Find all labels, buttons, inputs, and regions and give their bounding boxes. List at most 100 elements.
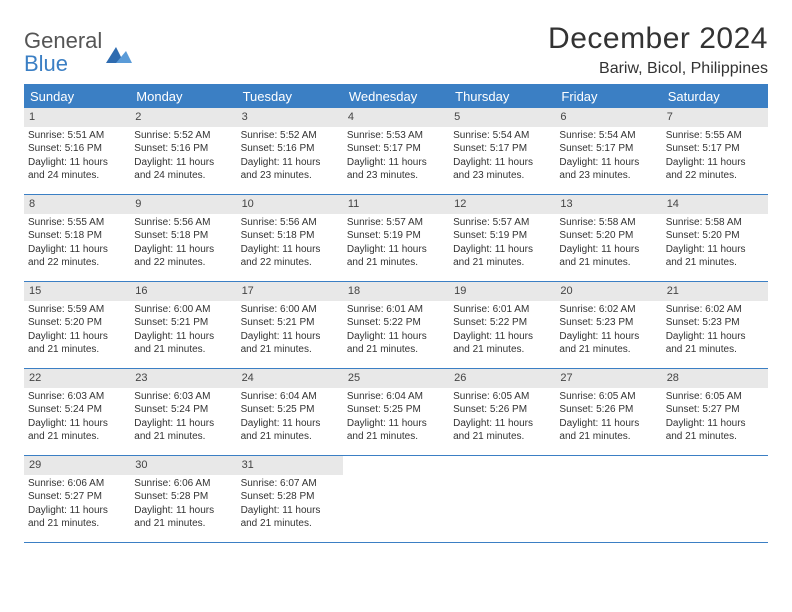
sunrise-text: Sunrise: 5:58 AM <box>559 216 657 230</box>
day-number: 29 <box>24 456 130 475</box>
header: General Blue December 2024 Bariw, Bicol,… <box>24 22 768 78</box>
day-cell: 29Sunrise: 6:06 AMSunset: 5:27 PMDayligh… <box>24 456 130 542</box>
day-cell: 31Sunrise: 6:07 AMSunset: 5:28 PMDayligh… <box>237 456 343 542</box>
day-number: 21 <box>662 282 768 301</box>
day-header-row: Sunday Monday Tuesday Wednesday Thursday… <box>24 85 768 108</box>
daylight-text-2: and 21 minutes. <box>134 343 232 357</box>
daylight-text-2: and 23 minutes. <box>453 169 551 183</box>
day-header: Tuesday <box>237 85 343 108</box>
day-cell: 11Sunrise: 5:57 AMSunset: 5:19 PMDayligh… <box>343 195 449 281</box>
daylight-text-2: and 21 minutes. <box>559 430 657 444</box>
daylight-text-1: Daylight: 11 hours <box>134 330 232 344</box>
daylight-text-1: Daylight: 11 hours <box>666 156 764 170</box>
day-cell: 15Sunrise: 5:59 AMSunset: 5:20 PMDayligh… <box>24 282 130 368</box>
week-row: 29Sunrise: 6:06 AMSunset: 5:27 PMDayligh… <box>24 456 768 543</box>
daylight-text-2: and 21 minutes. <box>453 256 551 270</box>
week-row: 1Sunrise: 5:51 AMSunset: 5:16 PMDaylight… <box>24 108 768 195</box>
sunrise-text: Sunrise: 6:00 AM <box>241 303 339 317</box>
day-cell: 30Sunrise: 6:06 AMSunset: 5:28 PMDayligh… <box>130 456 236 542</box>
sunset-text: Sunset: 5:20 PM <box>559 229 657 243</box>
day-number: 17 <box>237 282 343 301</box>
day-number: 9 <box>130 195 236 214</box>
day-body: Sunrise: 5:57 AMSunset: 5:19 PMDaylight:… <box>449 214 555 276</box>
day-cell: 12Sunrise: 5:57 AMSunset: 5:19 PMDayligh… <box>449 195 555 281</box>
day-body: Sunrise: 6:04 AMSunset: 5:25 PMDaylight:… <box>343 388 449 450</box>
sunrise-text: Sunrise: 5:56 AM <box>241 216 339 230</box>
daylight-text-2: and 21 minutes. <box>666 430 764 444</box>
daylight-text-1: Daylight: 11 hours <box>559 156 657 170</box>
sunrise-text: Sunrise: 5:54 AM <box>559 129 657 143</box>
day-cell: 26Sunrise: 6:05 AMSunset: 5:26 PMDayligh… <box>449 369 555 455</box>
day-number: 3 <box>237 108 343 127</box>
sunset-text: Sunset: 5:17 PM <box>559 142 657 156</box>
daylight-text-1: Daylight: 11 hours <box>134 156 232 170</box>
day-cell: 2Sunrise: 5:52 AMSunset: 5:16 PMDaylight… <box>130 108 236 194</box>
daylight-text-1: Daylight: 11 hours <box>134 243 232 257</box>
day-body: Sunrise: 6:00 AMSunset: 5:21 PMDaylight:… <box>130 301 236 363</box>
sunset-text: Sunset: 5:17 PM <box>666 142 764 156</box>
sunrise-text: Sunrise: 5:58 AM <box>666 216 764 230</box>
day-number: 5 <box>449 108 555 127</box>
day-cell: 9Sunrise: 5:56 AMSunset: 5:18 PMDaylight… <box>130 195 236 281</box>
day-number: 30 <box>130 456 236 475</box>
day-body: Sunrise: 5:59 AMSunset: 5:20 PMDaylight:… <box>24 301 130 363</box>
calendar: Sunday Monday Tuesday Wednesday Thursday… <box>24 84 768 543</box>
daylight-text-2: and 23 minutes. <box>559 169 657 183</box>
day-body: Sunrise: 5:55 AMSunset: 5:17 PMDaylight:… <box>662 127 768 189</box>
day-body: Sunrise: 5:52 AMSunset: 5:16 PMDaylight:… <box>130 127 236 189</box>
daylight-text-2: and 21 minutes. <box>241 430 339 444</box>
day-number: 16 <box>130 282 236 301</box>
daylight-text-2: and 21 minutes. <box>241 343 339 357</box>
day-body: Sunrise: 5:57 AMSunset: 5:19 PMDaylight:… <box>343 214 449 276</box>
sunset-text: Sunset: 5:17 PM <box>453 142 551 156</box>
sunset-text: Sunset: 5:24 PM <box>28 403 126 417</box>
day-cell <box>343 456 449 542</box>
daylight-text-1: Daylight: 11 hours <box>559 243 657 257</box>
day-number: 13 <box>555 195 661 214</box>
daylight-text-1: Daylight: 11 hours <box>666 417 764 431</box>
day-body: Sunrise: 5:55 AMSunset: 5:18 PMDaylight:… <box>24 214 130 276</box>
daylight-text-2: and 21 minutes. <box>666 343 764 357</box>
sunset-text: Sunset: 5:20 PM <box>666 229 764 243</box>
day-body: Sunrise: 6:06 AMSunset: 5:27 PMDaylight:… <box>24 475 130 537</box>
day-cell: 8Sunrise: 5:55 AMSunset: 5:18 PMDaylight… <box>24 195 130 281</box>
day-cell: 18Sunrise: 6:01 AMSunset: 5:22 PMDayligh… <box>343 282 449 368</box>
day-number: 6 <box>555 108 661 127</box>
day-cell: 25Sunrise: 6:04 AMSunset: 5:25 PMDayligh… <box>343 369 449 455</box>
sunset-text: Sunset: 5:28 PM <box>134 490 232 504</box>
sunset-text: Sunset: 5:25 PM <box>347 403 445 417</box>
daylight-text-1: Daylight: 11 hours <box>347 243 445 257</box>
sunset-text: Sunset: 5:28 PM <box>241 490 339 504</box>
sunset-text: Sunset: 5:21 PM <box>134 316 232 330</box>
day-cell <box>662 456 768 542</box>
sunrise-text: Sunrise: 5:59 AM <box>28 303 126 317</box>
daylight-text-1: Daylight: 11 hours <box>28 417 126 431</box>
logo: General Blue <box>24 22 132 76</box>
sunrise-text: Sunrise: 6:02 AM <box>559 303 657 317</box>
sunset-text: Sunset: 5:23 PM <box>559 316 657 330</box>
daylight-text-2: and 21 minutes. <box>241 517 339 531</box>
month-title: December 2024 <box>548 22 768 56</box>
sunrise-text: Sunrise: 6:05 AM <box>666 390 764 404</box>
daylight-text-2: and 22 minutes. <box>241 256 339 270</box>
day-body: Sunrise: 5:52 AMSunset: 5:16 PMDaylight:… <box>237 127 343 189</box>
daylight-text-2: and 21 minutes. <box>347 343 445 357</box>
day-header: Sunday <box>24 85 130 108</box>
sunset-text: Sunset: 5:16 PM <box>28 142 126 156</box>
title-block: December 2024 Bariw, Bicol, Philippines <box>548 22 768 78</box>
day-number: 12 <box>449 195 555 214</box>
day-number: 8 <box>24 195 130 214</box>
day-header: Saturday <box>662 85 768 108</box>
day-body: Sunrise: 6:03 AMSunset: 5:24 PMDaylight:… <box>24 388 130 450</box>
day-number: 20 <box>555 282 661 301</box>
sunrise-text: Sunrise: 6:02 AM <box>666 303 764 317</box>
sunset-text: Sunset: 5:20 PM <box>28 316 126 330</box>
sunrise-text: Sunrise: 6:03 AM <box>28 390 126 404</box>
day-cell: 1Sunrise: 5:51 AMSunset: 5:16 PMDaylight… <box>24 108 130 194</box>
day-cell: 17Sunrise: 6:00 AMSunset: 5:21 PMDayligh… <box>237 282 343 368</box>
weeks-container: 1Sunrise: 5:51 AMSunset: 5:16 PMDaylight… <box>24 108 768 543</box>
day-header: Monday <box>130 85 236 108</box>
sunrise-text: Sunrise: 5:55 AM <box>666 129 764 143</box>
daylight-text-1: Daylight: 11 hours <box>559 330 657 344</box>
day-cell: 4Sunrise: 5:53 AMSunset: 5:17 PMDaylight… <box>343 108 449 194</box>
